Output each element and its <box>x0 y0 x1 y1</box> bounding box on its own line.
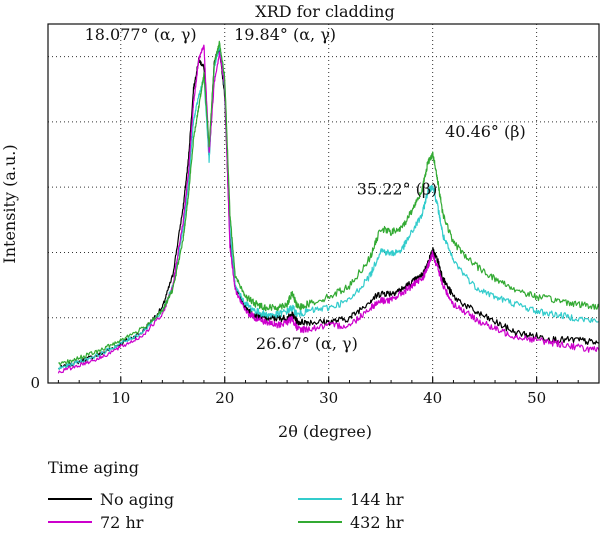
legend-item-144-hr: 144 hr <box>298 488 404 510</box>
legend-label-144-hr: 144 hr <box>350 489 404 509</box>
x-tick-label: 10 <box>111 389 130 407</box>
legend-swatch-144-hr <box>298 498 342 500</box>
peak-annotations: 18.077° (α, γ) 19.84° (α, γ) 40.46° (β) 35.… <box>85 25 526 353</box>
x-tick-label: 20 <box>215 389 234 407</box>
legend-label-72-hr: 72 hr <box>100 512 144 532</box>
x-axis-label: 2θ (degree) <box>278 422 372 441</box>
series-line-432-hr <box>58 40 600 366</box>
peak-label: 35.22° (β) <box>357 180 438 199</box>
legend-title: Time aging <box>48 458 139 477</box>
peak-label: 18.077° (α, γ) <box>85 25 197 44</box>
xrd-chart: XRD for cladding 10 20 30 40 50 0 18.077° (α,… <box>0 2 600 441</box>
legend-item-432-hr: 432 hr <box>298 511 404 533</box>
series-line-72-hr <box>57 44 600 374</box>
peak-label: 40.46° (β) <box>445 122 526 141</box>
legend-item-72-hr: 72 hr <box>48 511 143 533</box>
legend-label-no-aging: No aging <box>100 489 175 509</box>
axis-ticks: 10 20 30 40 50 0 <box>30 374 600 407</box>
x-tick-label: 30 <box>319 389 338 407</box>
chart-title: XRD for cladding <box>255 2 394 21</box>
peak-label: 26.67° (α, γ) <box>256 334 358 353</box>
legend-swatch-432-hr <box>298 521 342 523</box>
peak-label: 19.84° (α, γ) <box>234 25 336 44</box>
plot-frame <box>47 23 600 384</box>
series-line-no-aging <box>57 47 600 370</box>
legend-item-no-aging: No aging <box>48 488 174 510</box>
legend: Time aging No aging 72 hr 144 hr 432 hr <box>48 458 568 533</box>
y-axis-label: Intensity (a.u.) <box>0 144 19 263</box>
legend-label-432-hr: 432 hr <box>350 512 404 532</box>
legend-swatch-no-aging <box>48 498 92 500</box>
y-tick-label: 0 <box>30 374 40 392</box>
series-line-144-hr <box>57 45 600 370</box>
x-tick-label: 50 <box>527 389 546 407</box>
x-tick-label: 40 <box>423 389 442 407</box>
legend-swatch-72-hr <box>48 521 92 523</box>
series-layer <box>57 40 600 374</box>
